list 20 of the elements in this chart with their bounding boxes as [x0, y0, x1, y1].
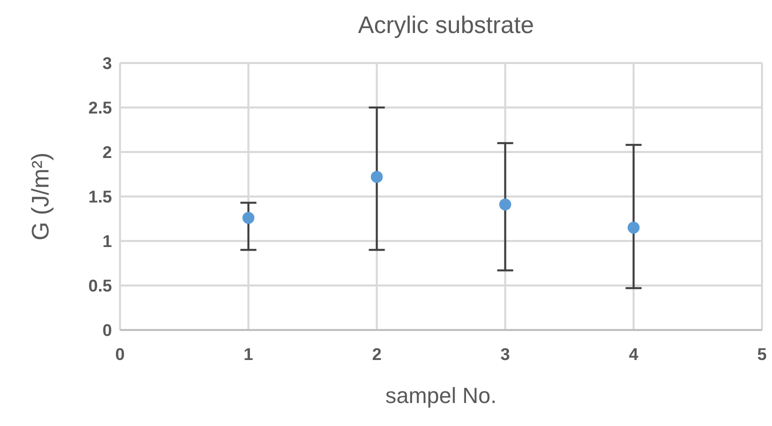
chart-title: Acrylic substrate: [356, 12, 536, 40]
x-tick-label: 4: [628, 345, 639, 364]
x-tick-label: 5: [757, 345, 767, 364]
y-tick-label: 2: [102, 143, 112, 162]
x-tick-label: 3: [500, 345, 510, 364]
y-tick-label: 2.5: [88, 98, 112, 118]
x-axis-title: sampel No.: [385, 383, 497, 408]
point: [499, 198, 512, 211]
y-axis-title: G (J/m²): [28, 152, 55, 240]
y-tick-label: 1.5: [88, 188, 112, 207]
point: [242, 212, 254, 224]
x-tick-label: 0: [115, 345, 125, 364]
y-tick-label: 0.5: [88, 276, 112, 296]
x-tick-label: 2: [372, 345, 382, 364]
y-tick-label: 3: [102, 54, 112, 74]
point: [370, 170, 383, 183]
y-tick-label: 1: [102, 232, 112, 252]
point: [628, 222, 640, 234]
y-tick-label: 0: [102, 321, 112, 340]
x-tick-label: 1: [244, 345, 254, 364]
